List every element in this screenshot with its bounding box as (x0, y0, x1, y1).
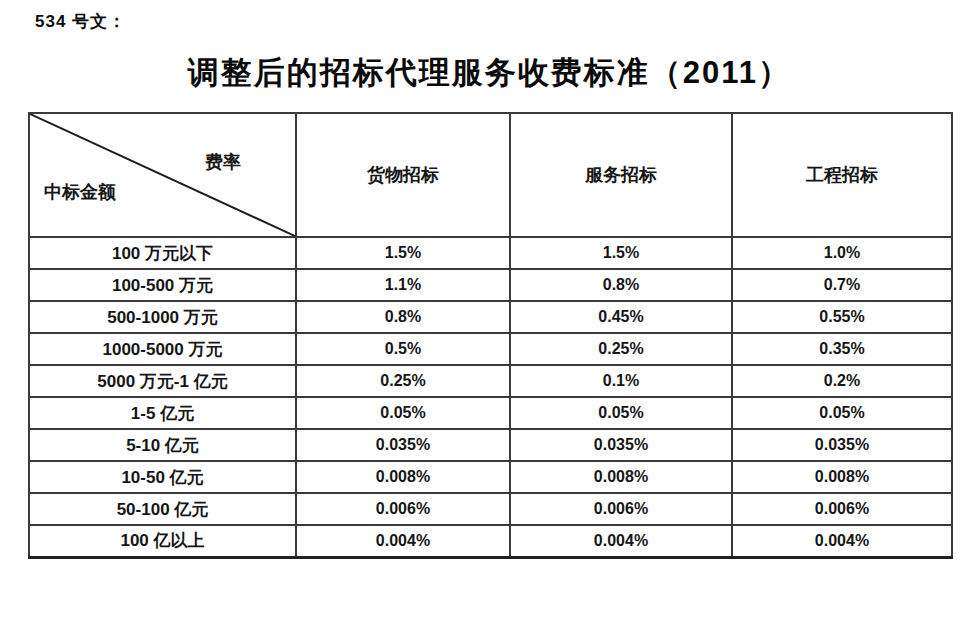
table-row: 100-500 万元 1.1% 0.8% 0.7% (29, 269, 952, 301)
diagonal-header-cell: 费率 中标金额 (29, 113, 296, 237)
amount-cell: 1000-5000 万元 (29, 333, 296, 365)
table-row: 1-5 亿元 0.05% 0.05% 0.05% (29, 397, 952, 429)
amount-cell: 5-10 亿元 (29, 429, 296, 461)
engineering-rate-cell: 0.55% (732, 301, 952, 333)
table-row: 50-100 亿元 0.006% 0.006% 0.006% (29, 493, 952, 525)
column-header-services: 服务招标 (510, 113, 732, 237)
table-row: 100 亿以上 0.004% 0.004% 0.004% (29, 525, 952, 557)
doc-number-label: 534 号文： (35, 10, 126, 33)
goods-rate-cell: 0.008% (296, 461, 510, 493)
table-row: 100 万元以下 1.5% 1.5% 1.0% (29, 237, 952, 269)
engineering-rate-cell: 0.006% (732, 493, 952, 525)
table-row: 1000-5000 万元 0.5% 0.25% 0.35% (29, 333, 952, 365)
engineering-rate-cell: 0.7% (732, 269, 952, 301)
table-row: 5000 万元-1 亿元 0.25% 0.1% 0.2% (29, 365, 952, 397)
goods-rate-cell: 0.25% (296, 365, 510, 397)
amount-cell: 100 亿以上 (29, 525, 296, 557)
column-header-goods: 货物招标 (296, 113, 510, 237)
document-page: 534 号文： 调整后的招标代理服务收费标准（2011） 费率 中标金额 货物招… (0, 0, 979, 629)
amount-cell: 50-100 亿元 (29, 493, 296, 525)
engineering-rate-cell: 0.004% (732, 525, 952, 557)
engineering-rate-cell: 0.2% (732, 365, 952, 397)
amount-cell: 5000 万元-1 亿元 (29, 365, 296, 397)
engineering-rate-cell: 0.05% (732, 397, 952, 429)
engineering-rate-cell: 0.035% (732, 429, 952, 461)
goods-rate-cell: 0.05% (296, 397, 510, 429)
services-rate-cell: 0.006% (510, 493, 732, 525)
goods-rate-cell: 1.1% (296, 269, 510, 301)
corner-label-amount: 中标金额 (44, 180, 116, 204)
engineering-rate-cell: 1.0% (732, 237, 952, 269)
goods-rate-cell: 0.035% (296, 429, 510, 461)
corner-label-rate: 费率 (205, 150, 241, 174)
services-rate-cell: 1.5% (510, 237, 732, 269)
header-row: 费率 中标金额 货物招标 服务招标 工程招标 (29, 113, 952, 237)
amount-cell: 100-500 万元 (29, 269, 296, 301)
table-row: 500-1000 万元 0.8% 0.45% 0.55% (29, 301, 952, 333)
services-rate-cell: 0.035% (510, 429, 732, 461)
services-rate-cell: 0.05% (510, 397, 732, 429)
amount-cell: 1-5 亿元 (29, 397, 296, 429)
goods-rate-cell: 0.8% (296, 301, 510, 333)
diagonal-divider-line (30, 114, 295, 236)
goods-rate-cell: 0.006% (296, 493, 510, 525)
services-rate-cell: 0.004% (510, 525, 732, 557)
amount-cell: 10-50 亿元 (29, 461, 296, 493)
services-rate-cell: 0.8% (510, 269, 732, 301)
engineering-rate-cell: 0.35% (732, 333, 952, 365)
table-row: 10-50 亿元 0.008% 0.008% 0.008% (29, 461, 952, 493)
page-title: 调整后的招标代理服务收费标准（2011） (0, 52, 979, 94)
column-header-engineering: 工程招标 (732, 113, 952, 237)
goods-rate-cell: 1.5% (296, 237, 510, 269)
table-row: 5-10 亿元 0.035% 0.035% 0.035% (29, 429, 952, 461)
engineering-rate-cell: 0.008% (732, 461, 952, 493)
goods-rate-cell: 0.004% (296, 525, 510, 557)
services-rate-cell: 0.25% (510, 333, 732, 365)
services-rate-cell: 0.008% (510, 461, 732, 493)
amount-cell: 100 万元以下 (29, 237, 296, 269)
fee-standard-table: 费率 中标金额 货物招标 服务招标 工程招标 100 万元以下 1.5% 1.5… (28, 112, 953, 559)
services-rate-cell: 0.45% (510, 301, 732, 333)
goods-rate-cell: 0.5% (296, 333, 510, 365)
services-rate-cell: 0.1% (510, 365, 732, 397)
amount-cell: 500-1000 万元 (29, 301, 296, 333)
